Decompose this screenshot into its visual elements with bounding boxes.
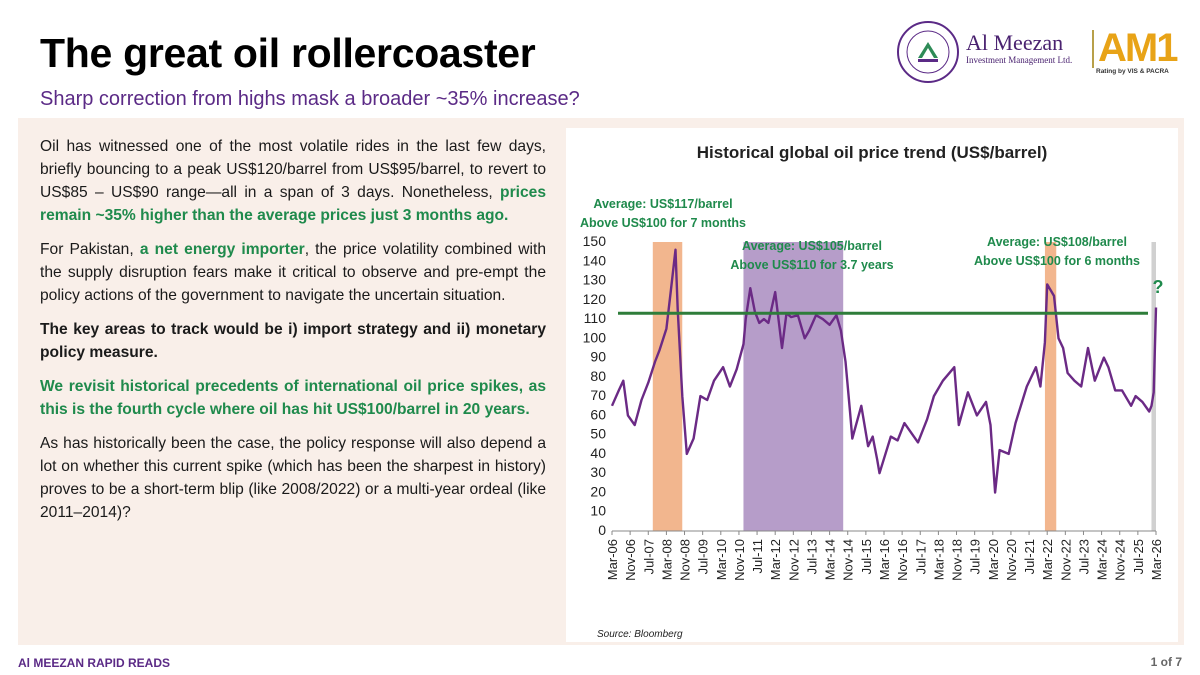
y-tick-label: 120 [583,291,607,307]
y-tick-label: 60 [590,406,606,422]
y-tick-label: 140 [583,252,607,268]
paragraph-2-text-b: , the price volatility combined with the… [40,241,546,304]
annotation-2008-line-1: Average: US$117/barrel [593,197,732,211]
page-title: The great oil rollercoaster [40,30,536,76]
x-tick-label: Mar-26 [1149,539,1164,580]
x-tick-label: Mar-24 [1095,539,1110,580]
y-tick-label: 80 [590,368,606,384]
y-tick-label: 70 [590,387,606,403]
x-tick-label: Nov-12 [786,539,801,581]
y-tick-label: 130 [583,272,607,288]
x-tick-label: Jul-19 [968,539,983,574]
x-tick-label: Nov-22 [1058,539,1073,581]
x-tick-label: Jul-23 [1076,539,1091,574]
annotation-2026-line-1: ? [1153,277,1164,297]
x-tick-label: Mar-22 [1040,539,1055,580]
x-tick-label: Jul-11 [750,539,765,573]
annotation-2011-2014-line-1: Average: US$105/barrel [742,239,882,253]
x-tick-label: Jul-13 [804,539,819,574]
x-tick-label: Nov-08 [678,539,693,581]
footer-series-name: Al MEEZAN RAPID READS [18,656,171,670]
chart-source: Source: Bloomberg [597,629,683,640]
y-tick-label: 50 [590,426,606,442]
paragraph-4: We revisit historical precedents of inte… [40,378,546,418]
x-tick-label: Mar-10 [714,539,729,580]
y-tick-label: 90 [590,349,606,365]
x-tick-label: Nov-06 [623,539,638,581]
oil-price-chart-box: Historical global oil price trend (US$/b… [566,128,1178,642]
x-tick-label: Jul-17 [913,539,928,574]
x-tick-label: Jul-25 [1131,539,1146,574]
page-number: 1 of 7 [1150,655,1182,669]
y-tick-label: 20 [590,483,606,499]
am1-rating-logo: AM1 [1098,26,1178,70]
x-tick-label: Mar-16 [877,539,892,580]
oil-price-line [610,248,1158,494]
paragraph-1-text: Oil has witnessed one of the most volati… [40,138,546,201]
y-tick-label: 30 [590,464,606,480]
x-tick-label: Jul-07 [641,539,656,574]
annotation-2022-line-1: Average: US$108/barrel [987,235,1127,249]
y-tick-label: 10 [590,503,606,519]
x-tick-label: Mar-08 [659,539,674,580]
x-tick-label: Nov-14 [841,539,856,581]
paragraph-5: As has historically been the case, the p… [40,435,546,521]
paragraph-3: The key areas to track would be i) impor… [40,321,546,361]
shaded-period-2 [743,242,844,531]
rating-caption: Rating by VIS & PACRA [1096,68,1169,75]
commentary-text: Oil has witnessed one of the most volati… [40,135,546,535]
paragraph-2-highlight: a net energy importer [139,241,305,258]
shaded-period-3 [1044,242,1057,531]
y-tick-label: 100 [583,329,607,345]
brand-divider [1092,30,1094,68]
x-tick-label: Mar-20 [986,539,1001,580]
paragraph-2: For Pakistan, a net energy importer, the… [40,238,546,307]
paragraph-2-text-a: For Pakistan, [40,241,140,258]
x-tick-label: Nov-10 [732,539,747,581]
y-tick-label: 40 [590,445,606,461]
annotation-2022-line-2: Above US$100 for 6 months [974,254,1140,268]
page-subtitle: Sharp correction from highs mask a broad… [40,88,580,110]
x-tick-label: Nov-24 [1113,539,1128,581]
x-tick-label: Mar-18 [931,539,946,580]
x-tick-label: Jul-09 [696,539,711,574]
x-tick-label: Jul-15 [859,539,874,574]
brand-logo-area: Al Meezan Investment Management Ltd. AM1… [896,18,1188,88]
y-tick-label: 150 [583,233,607,249]
x-tick-label: Mar-06 [605,539,620,580]
chart-title: Historical global oil price trend (US$/b… [697,143,1047,162]
y-tick-label: 0 [598,522,606,538]
brand-subtitle: Investment Management Ltd. [966,55,1073,65]
y-tick-label: 110 [584,310,607,326]
annotation-2011-2014-line-2: Above US$110 for 3.7 years [730,258,893,272]
al-meezan-seal-logo [897,21,959,83]
paragraph-1-highlight: prices remain ~35% higher than the avera… [40,184,546,224]
x-tick-label: Nov-18 [950,539,965,581]
brand-name: Al Meezan [966,30,1064,55]
x-tick-label: Nov-16 [895,539,910,581]
oil-price-chart: Historical global oil price trend (US$/b… [580,143,1164,640]
annotation-2008-line-2: Above US$100 for 7 months [580,216,746,230]
x-tick-label: Nov-20 [1004,539,1019,581]
x-tick-label: Mar-14 [823,539,838,580]
x-tick-label: Jul-21 [1022,539,1037,574]
paragraph-1: Oil has witnessed one of the most volati… [40,135,546,227]
x-tick-label: Mar-12 [768,539,783,580]
